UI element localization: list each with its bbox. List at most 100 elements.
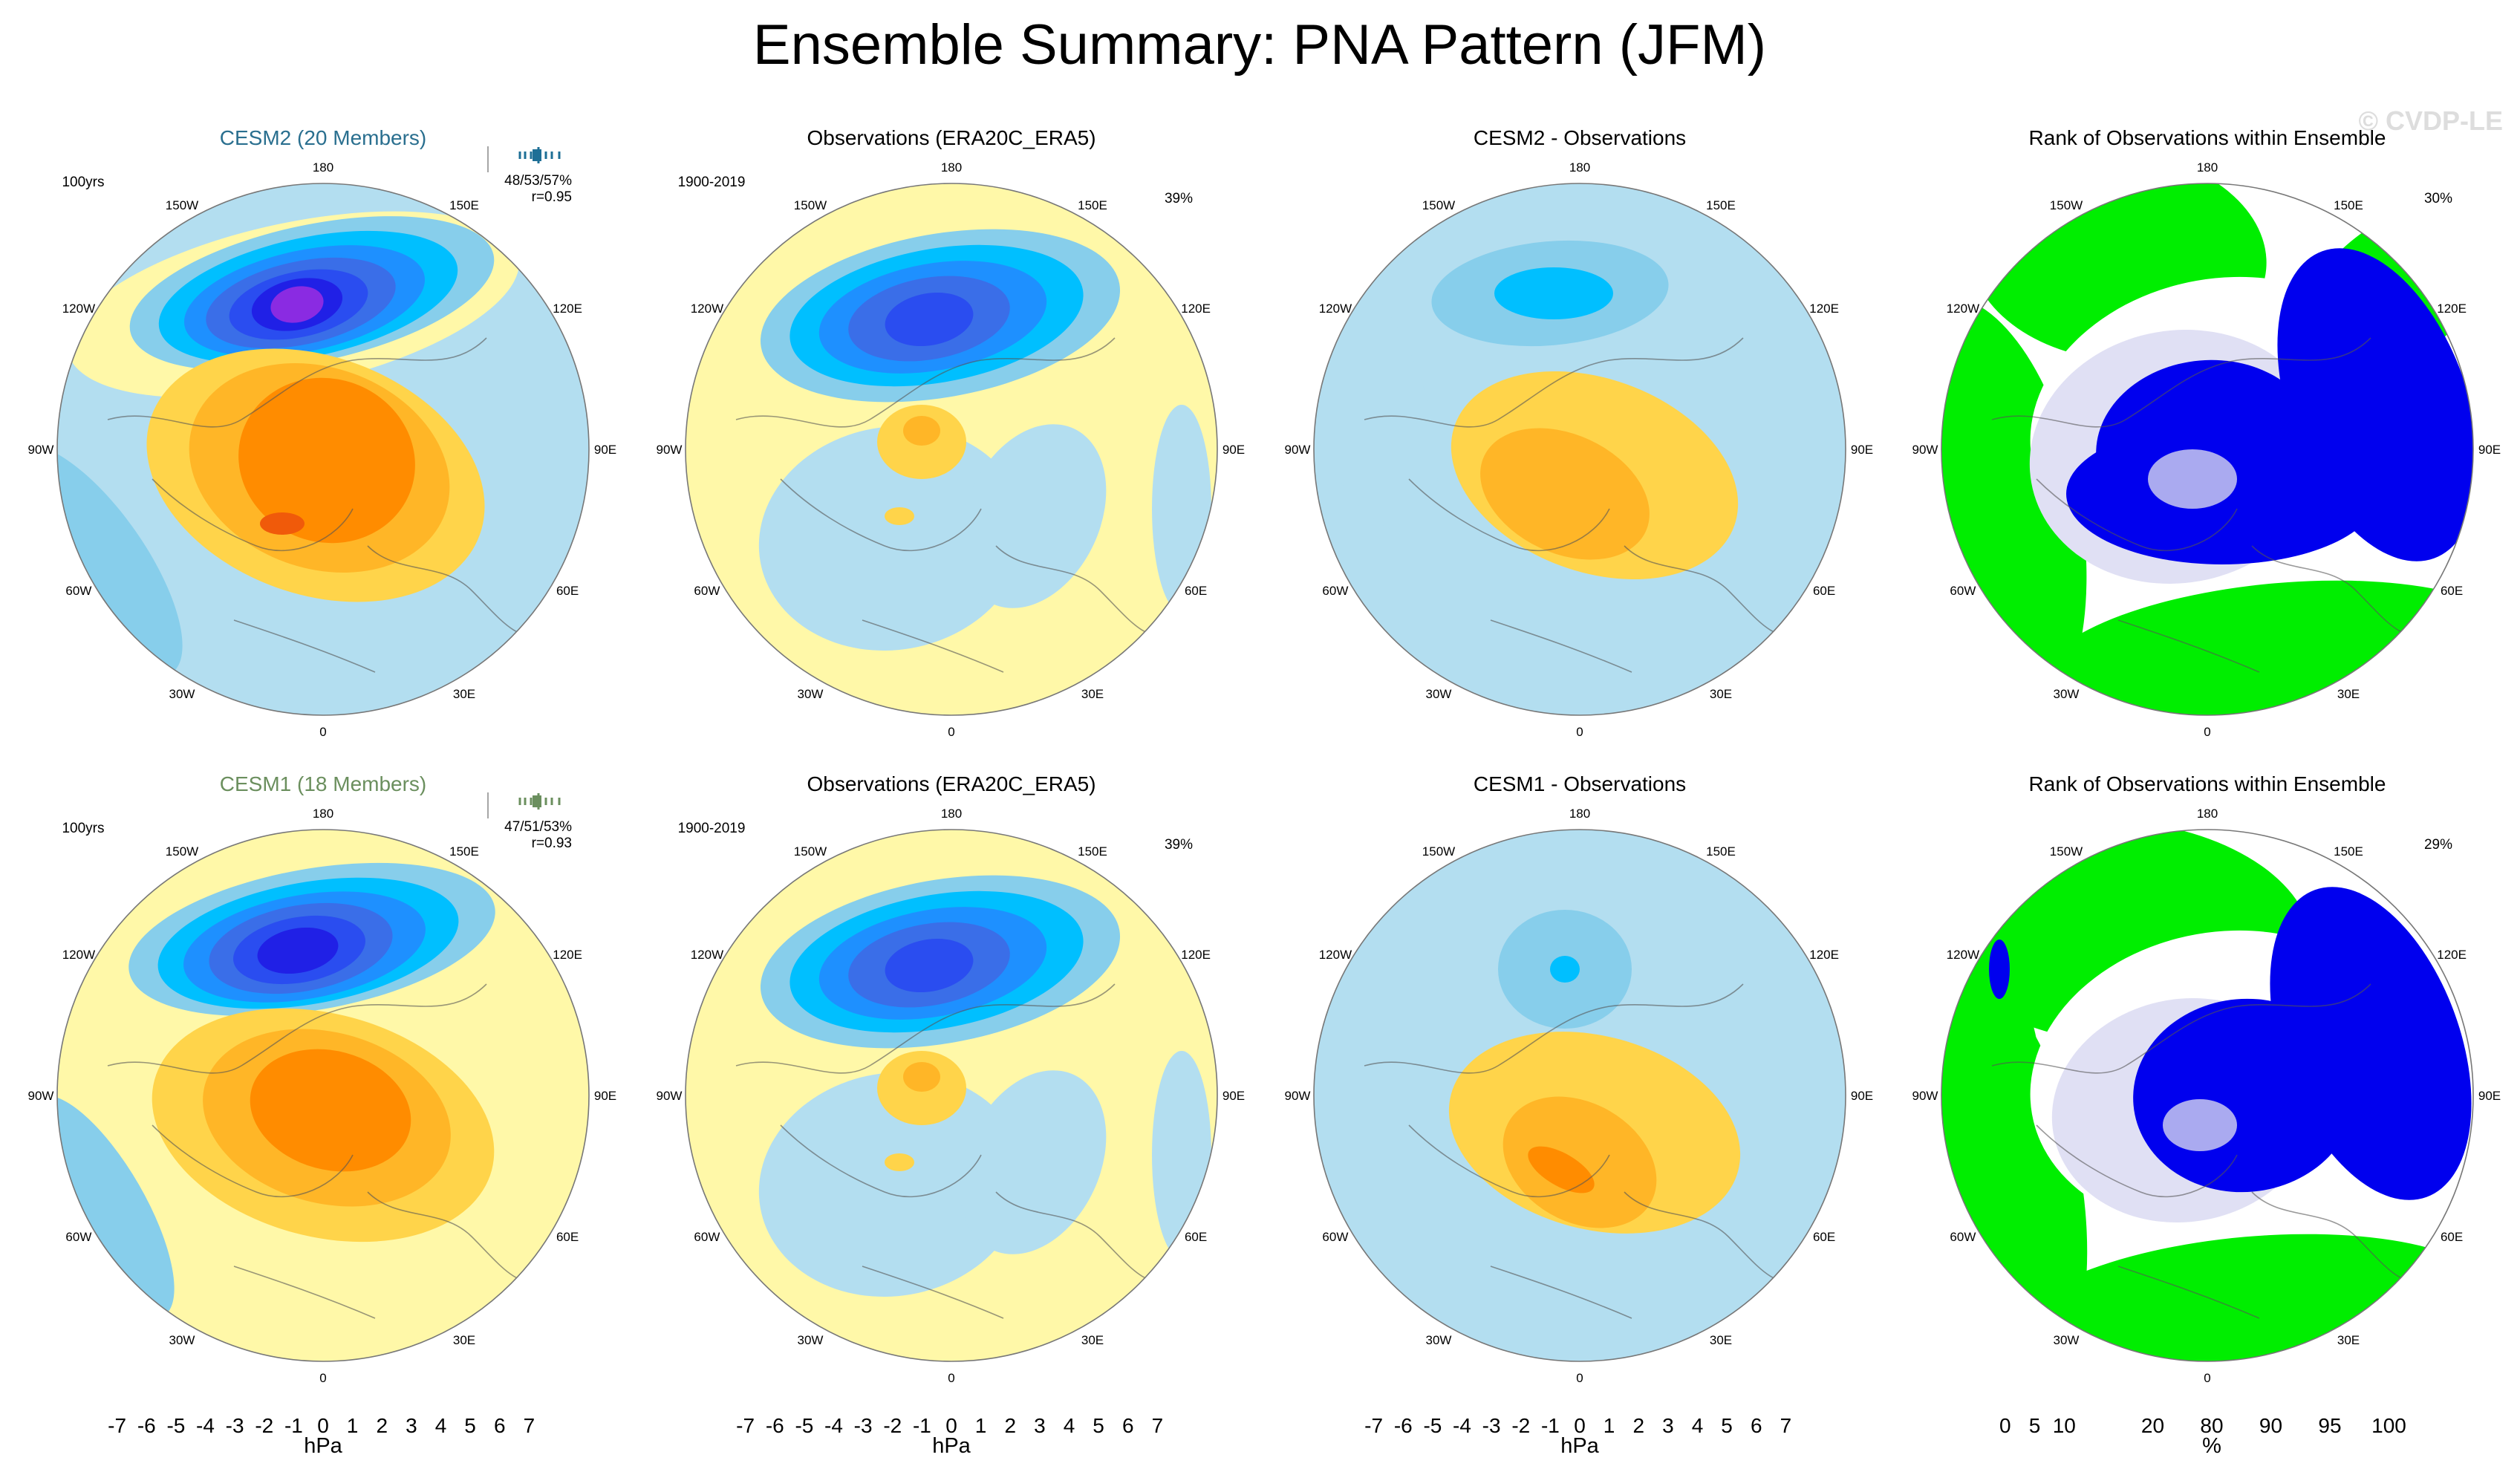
panel-title: CESM1 (18 Members): [220, 772, 427, 795]
colorbar-tick-label: 1: [347, 1414, 359, 1437]
colorbar-unit: hPa: [932, 1434, 971, 1458]
longitude-label: 30E: [2337, 687, 2360, 701]
contour-region: [1550, 956, 1580, 983]
longitude-label: 120W: [1319, 948, 1352, 962]
longitude-label: 120W: [1947, 302, 1979, 316]
colorbar-tick-label: -5: [795, 1414, 813, 1437]
panel-5: CESM1 (18 Members) 180 150E 120E 90E 60E 30E 0 3…: [28, 772, 617, 1385]
longitude-label: 0: [1576, 725, 1583, 739]
map-border: [1941, 829, 2474, 1362]
colorbar-tick-label: 6: [1122, 1414, 1134, 1437]
longitude-label: 120W: [691, 948, 723, 962]
longitude-label: 120E: [1809, 302, 1839, 316]
longitude-label: 60W: [694, 1230, 720, 1244]
contour-region: [2163, 1099, 2237, 1151]
contour-region: [270, 286, 324, 323]
contour-region: [57, 444, 183, 677]
panel-6: Observations (ERA20C_ERA5) 180 150E 120E 90E…: [657, 772, 1246, 1385]
colorbar-tick-label: 6: [1751, 1414, 1762, 1437]
longitude-label: 150W: [2050, 198, 2083, 212]
map-border: [56, 829, 590, 1362]
contour-region: [960, 424, 1107, 608]
longitude-label: 0: [319, 1371, 326, 1385]
longitude-label: 120W: [62, 302, 95, 316]
correlation-label: r=0.95: [532, 189, 572, 205]
map-border: [1313, 829, 1846, 1362]
contour-region: [885, 938, 974, 993]
colorbar-tick-label: -6: [1394, 1414, 1413, 1437]
longitude-label: 30W: [2054, 687, 2080, 701]
colorbar-tick-label: -3: [854, 1414, 873, 1437]
longitude-label: 180: [2197, 160, 2218, 175]
longitude-label: 150W: [1422, 844, 1455, 859]
colorbar: -7 -6 -5 -4 -3 -2 -1 0 1 2 3 4 5 6 7 hPa: [1364, 1414, 1791, 1458]
panel-title: CESM2 - Observations: [1474, 126, 1686, 149]
longitude-label: 30W: [1426, 687, 1452, 701]
longitude-label: 0: [1576, 1371, 1583, 1385]
map-border: [1313, 183, 1846, 716]
stat-label: 47/51/53%: [504, 819, 572, 835]
panel-title: CESM1 - Observations: [1474, 772, 1686, 795]
colorbar-tick-label: 7: [524, 1414, 535, 1437]
contour-region: [885, 1153, 914, 1171]
map-border: [56, 183, 590, 716]
longitude-label: 120W: [62, 948, 95, 962]
longitude-label: 30E: [1081, 687, 1104, 701]
contour-region: [260, 512, 305, 535]
colorbar-tick-label: 4: [1692, 1414, 1704, 1437]
colorbar-tick-label: 100: [2371, 1414, 2406, 1437]
colorbar-tick-label: 3: [1662, 1414, 1674, 1437]
longitude-label: 60E: [1813, 584, 1835, 598]
period-label: 1900-2019: [678, 821, 746, 836]
longitude-label: 150E: [449, 844, 479, 859]
colorbar-tick-label: 3: [406, 1414, 417, 1437]
colorbar-tick-label: -4: [196, 1414, 215, 1437]
colorbar-unit: %: [2202, 1434, 2221, 1458]
longitude-label: 150E: [1078, 198, 1107, 212]
longitude-label: 150W: [166, 198, 198, 212]
colorbar-tick-label: -7: [1364, 1414, 1383, 1437]
contour-region: [2148, 449, 2237, 509]
map-field: [686, 830, 1217, 1361]
longitude-label: 150E: [1078, 844, 1107, 859]
colorbar-tick-label: 1: [975, 1414, 987, 1437]
longitude-label: 60W: [65, 584, 91, 598]
longitude-label: 120E: [2437, 302, 2467, 316]
colorbar-tick-label: -6: [766, 1414, 784, 1437]
longitude-label: 90E: [2478, 1089, 2501, 1103]
longitude-label: 120E: [553, 948, 582, 962]
longitude-label: 60E: [556, 1230, 579, 1244]
ensemble-spread-glyph: [487, 792, 561, 818]
map-field: [1941, 830, 2473, 1361]
colorbar-tick-label: 90: [2259, 1414, 2282, 1437]
colorbar-tick-label: 0: [945, 1414, 957, 1437]
map-field: [57, 830, 589, 1361]
contour-region: [257, 927, 339, 974]
longitude-label: 60W: [1950, 1230, 1976, 1244]
longitude-label: 90E: [1222, 1089, 1245, 1103]
longitude-label: 60W: [1322, 584, 1348, 598]
colorbar-tick-label: 7: [1780, 1414, 1792, 1437]
colorbar-tick-label: 1: [1604, 1414, 1615, 1437]
longitude-label: 30W: [1426, 1333, 1452, 1347]
contour-region: [2270, 887, 2472, 1200]
longitude-label: 180: [2197, 807, 2218, 821]
longitude-label: 60W: [1322, 1230, 1348, 1244]
colorbar-tick-label: -3: [226, 1414, 244, 1437]
colorbar-tick-label: 4: [1064, 1414, 1075, 1437]
longitude-label: 120E: [1181, 948, 1211, 962]
longitude-label: 90E: [1222, 443, 1245, 457]
map-border: [1941, 183, 2474, 716]
coastline: [107, 983, 547, 1319]
longitude-label: 150W: [794, 844, 827, 859]
contour-region: [1480, 428, 1650, 560]
map-field: [686, 183, 1217, 715]
panel-title: Rank of Observations within Ensemble: [2029, 772, 2386, 795]
panel-title: Observations (ERA20C_ERA5): [807, 126, 1095, 149]
longitude-label: 180: [1569, 160, 1590, 175]
colorbar-tick-label: 6: [494, 1414, 506, 1437]
colorbar-tick-label: -1: [913, 1414, 931, 1437]
longitude-label: 90E: [594, 1089, 616, 1103]
coastline: [1991, 983, 2431, 1319]
colorbar-unit: hPa: [304, 1434, 342, 1458]
